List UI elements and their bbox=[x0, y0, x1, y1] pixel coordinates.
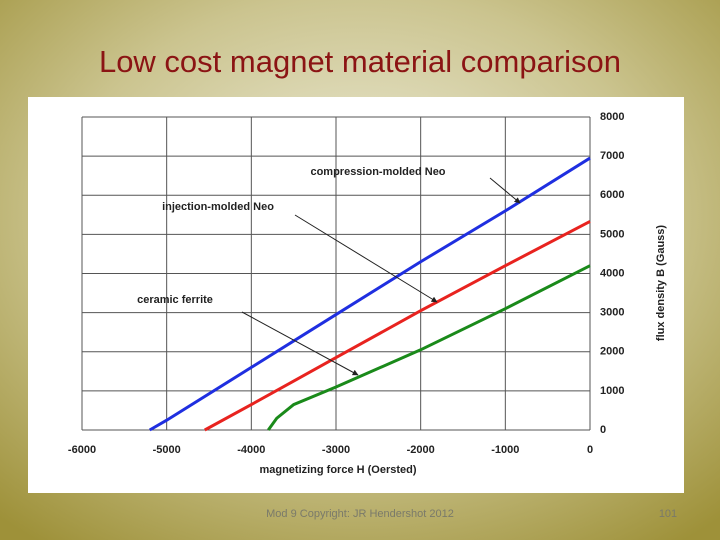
chart-panel bbox=[28, 97, 684, 493]
annotation: compression-molded Neo bbox=[310, 166, 445, 178]
y-tick-label: 7000 bbox=[600, 150, 624, 162]
x-tick-label: 0 bbox=[587, 444, 593, 456]
y-axis-label: flux density B (Gauss) bbox=[655, 225, 667, 341]
page-number: 101 bbox=[659, 508, 677, 520]
y-tick-label: 3000 bbox=[600, 307, 624, 319]
x-axis-label: magnetizing force H (Oersted) bbox=[259, 464, 416, 476]
x-tick-label: -3000 bbox=[322, 444, 350, 456]
annotation-arrow bbox=[489, 177, 521, 204]
x-tick-label: -4000 bbox=[237, 444, 265, 456]
series-line bbox=[267, 264, 591, 431]
y-tick-label: 0 bbox=[600, 424, 606, 436]
footer: Mod 9 Copyright: JR Hendershot 2012 bbox=[266, 508, 454, 520]
annotation: injection-molded Neo bbox=[162, 201, 274, 213]
x-tick-label: -5000 bbox=[153, 444, 181, 456]
series-line bbox=[204, 220, 591, 432]
annotation-arrow bbox=[294, 214, 438, 303]
annotation: ceramic ferrite bbox=[137, 294, 213, 306]
annotation-arrow bbox=[241, 311, 359, 376]
y-tick-label: 2000 bbox=[600, 346, 624, 358]
y-tick-label: 8000 bbox=[600, 111, 624, 123]
x-tick-label: -1000 bbox=[491, 444, 519, 456]
y-tick-label: 5000 bbox=[600, 228, 624, 240]
y-tick-label: 6000 bbox=[600, 189, 624, 201]
x-tick-label: -2000 bbox=[407, 444, 435, 456]
y-tick-label: 4000 bbox=[600, 267, 624, 279]
x-tick-label: -6000 bbox=[68, 444, 96, 456]
y-tick-label: 1000 bbox=[600, 385, 624, 397]
slide-title: Low cost magnet material comparison bbox=[99, 44, 621, 79]
series-line bbox=[148, 156, 591, 432]
